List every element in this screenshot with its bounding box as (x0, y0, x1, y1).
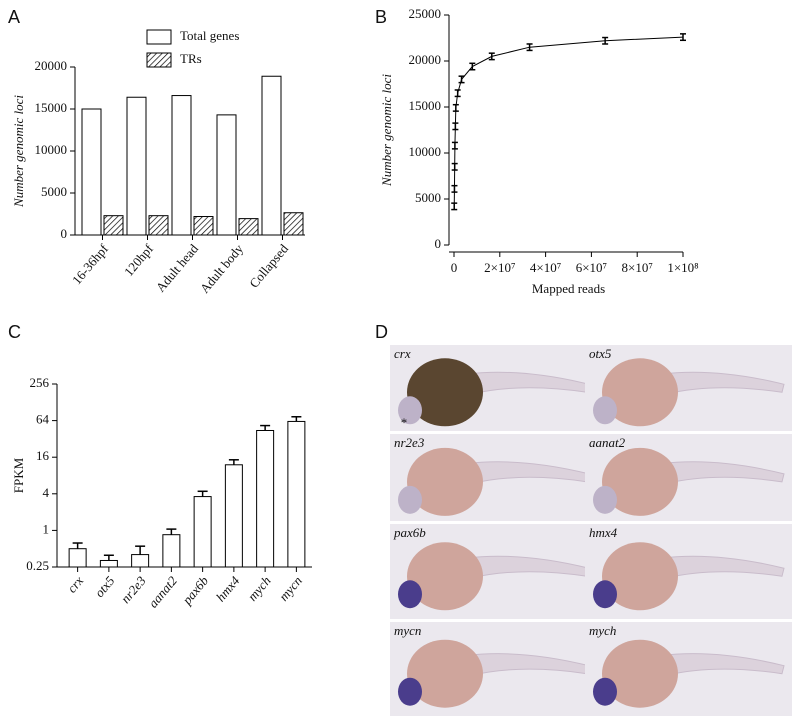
legend-swatch (146, 52, 172, 68)
y-tick-label: 5000 (41, 184, 67, 199)
bar (162, 534, 181, 568)
embryo-tail (659, 555, 785, 579)
panel-label: A (8, 7, 20, 27)
x-axis-title: Mapped reads (532, 281, 605, 296)
bar (224, 464, 243, 568)
embryo-eye (398, 396, 422, 425)
x-tick-label: pax6b (179, 573, 212, 608)
bar (131, 554, 150, 568)
panel-label: B (375, 7, 387, 27)
x-tick-label: 2×10⁷ (484, 260, 515, 275)
y-tick-label: 0 (61, 226, 68, 241)
y-tick-label: 4 (43, 485, 50, 500)
x-tick-label: Adult head (153, 241, 202, 295)
x-tick-label: 6×10⁷ (576, 260, 607, 275)
y-tick-label: 16 (36, 448, 50, 463)
x-tick-label: 4×10⁷ (530, 260, 561, 275)
bar (99, 559, 118, 568)
y-tick-label: 15000 (35, 100, 68, 115)
embryo-eye (398, 580, 422, 609)
image-label: aanat2 (589, 435, 626, 450)
y-tick-label: 10000 (35, 142, 68, 157)
y-tick-label: 256 (30, 375, 50, 390)
image-label: pax6b (393, 525, 426, 540)
embryo-eye (593, 485, 617, 514)
image-label: mycn (394, 623, 421, 638)
legend-label: TRs (180, 51, 202, 66)
x-tick-label: 1×10⁸ (667, 260, 699, 275)
bar (256, 429, 275, 568)
x-tick-label: 16-36hpf (69, 241, 112, 288)
x-tick-label: 0 (451, 260, 458, 275)
y-tick-label: 25000 (409, 6, 442, 21)
bar (287, 420, 306, 568)
x-tick-label: otx5 (92, 573, 118, 600)
embryo-yolk (407, 447, 483, 516)
y-axis-title: FPKM (11, 457, 26, 493)
image-label: crx (394, 346, 411, 361)
y-tick-label: 20000 (35, 58, 68, 73)
bar (171, 95, 192, 236)
bar (193, 496, 212, 568)
embryo-yolk (407, 358, 483, 427)
y-tick-label: 1 (43, 521, 50, 536)
bar (103, 215, 124, 236)
bar (283, 212, 304, 236)
bar (68, 548, 87, 568)
legend-label: Total genes (180, 28, 239, 43)
panel-label: D (375, 322, 388, 342)
embryo-tail (659, 461, 785, 485)
embryo-tail (659, 653, 785, 677)
embryo-eye (593, 396, 617, 425)
y-tick-label: 64 (36, 412, 50, 427)
image-label: nr2e3 (394, 435, 425, 450)
embryo-yolk (602, 542, 678, 611)
x-tick-label: 8×10⁷ (622, 260, 653, 275)
y-tick-label: 10000 (409, 144, 442, 159)
y-axis-title: Number genomic loci (11, 95, 26, 208)
bar (193, 216, 214, 236)
bar (238, 218, 259, 236)
x-tick-label: Adult body (197, 241, 247, 296)
embryo-yolk (602, 358, 678, 427)
x-tick-label: mycn (276, 573, 305, 604)
bar (81, 108, 102, 236)
x-tick-label: crx (64, 573, 86, 596)
bar (216, 114, 237, 236)
embryo-eye (398, 485, 422, 514)
image-label: mych (589, 623, 616, 638)
image-label: otx5 (589, 346, 612, 361)
embryo-eye (398, 677, 422, 706)
embryo-tail (659, 371, 785, 395)
image-label: hmx4 (589, 525, 618, 540)
line (453, 36, 684, 207)
embryo-yolk (407, 542, 483, 611)
embryo-yolk (602, 639, 678, 708)
x-tick-label: aanat2 (145, 573, 180, 611)
bar (148, 215, 169, 236)
bar (261, 75, 282, 236)
embryo-yolk (407, 639, 483, 708)
y-tick-label: 20000 (409, 52, 442, 67)
y-tick-label: 15000 (409, 98, 442, 113)
embryo-eye (593, 677, 617, 706)
y-axis-title: Number genomic loci (379, 74, 394, 187)
annotation: * (401, 415, 408, 430)
y-tick-label: 5000 (415, 190, 441, 205)
x-tick-label: hmx4 (213, 573, 243, 605)
x-tick-label: mych (245, 573, 274, 604)
embryo-eye (593, 580, 617, 609)
panel-d: crx otx5 nr2e3 aanat2 pax6b hmx4 mycn mych * (390, 345, 792, 716)
x-tick-label: Collapsed (246, 241, 291, 291)
y-tick-label: 0 (435, 236, 442, 251)
legend-swatch (146, 29, 172, 45)
bar (126, 96, 147, 236)
embryo-yolk (602, 447, 678, 516)
y-tick-label: 0.25 (26, 558, 49, 573)
x-tick-label: 120hpf (121, 241, 157, 279)
panel-label: C (8, 322, 21, 342)
